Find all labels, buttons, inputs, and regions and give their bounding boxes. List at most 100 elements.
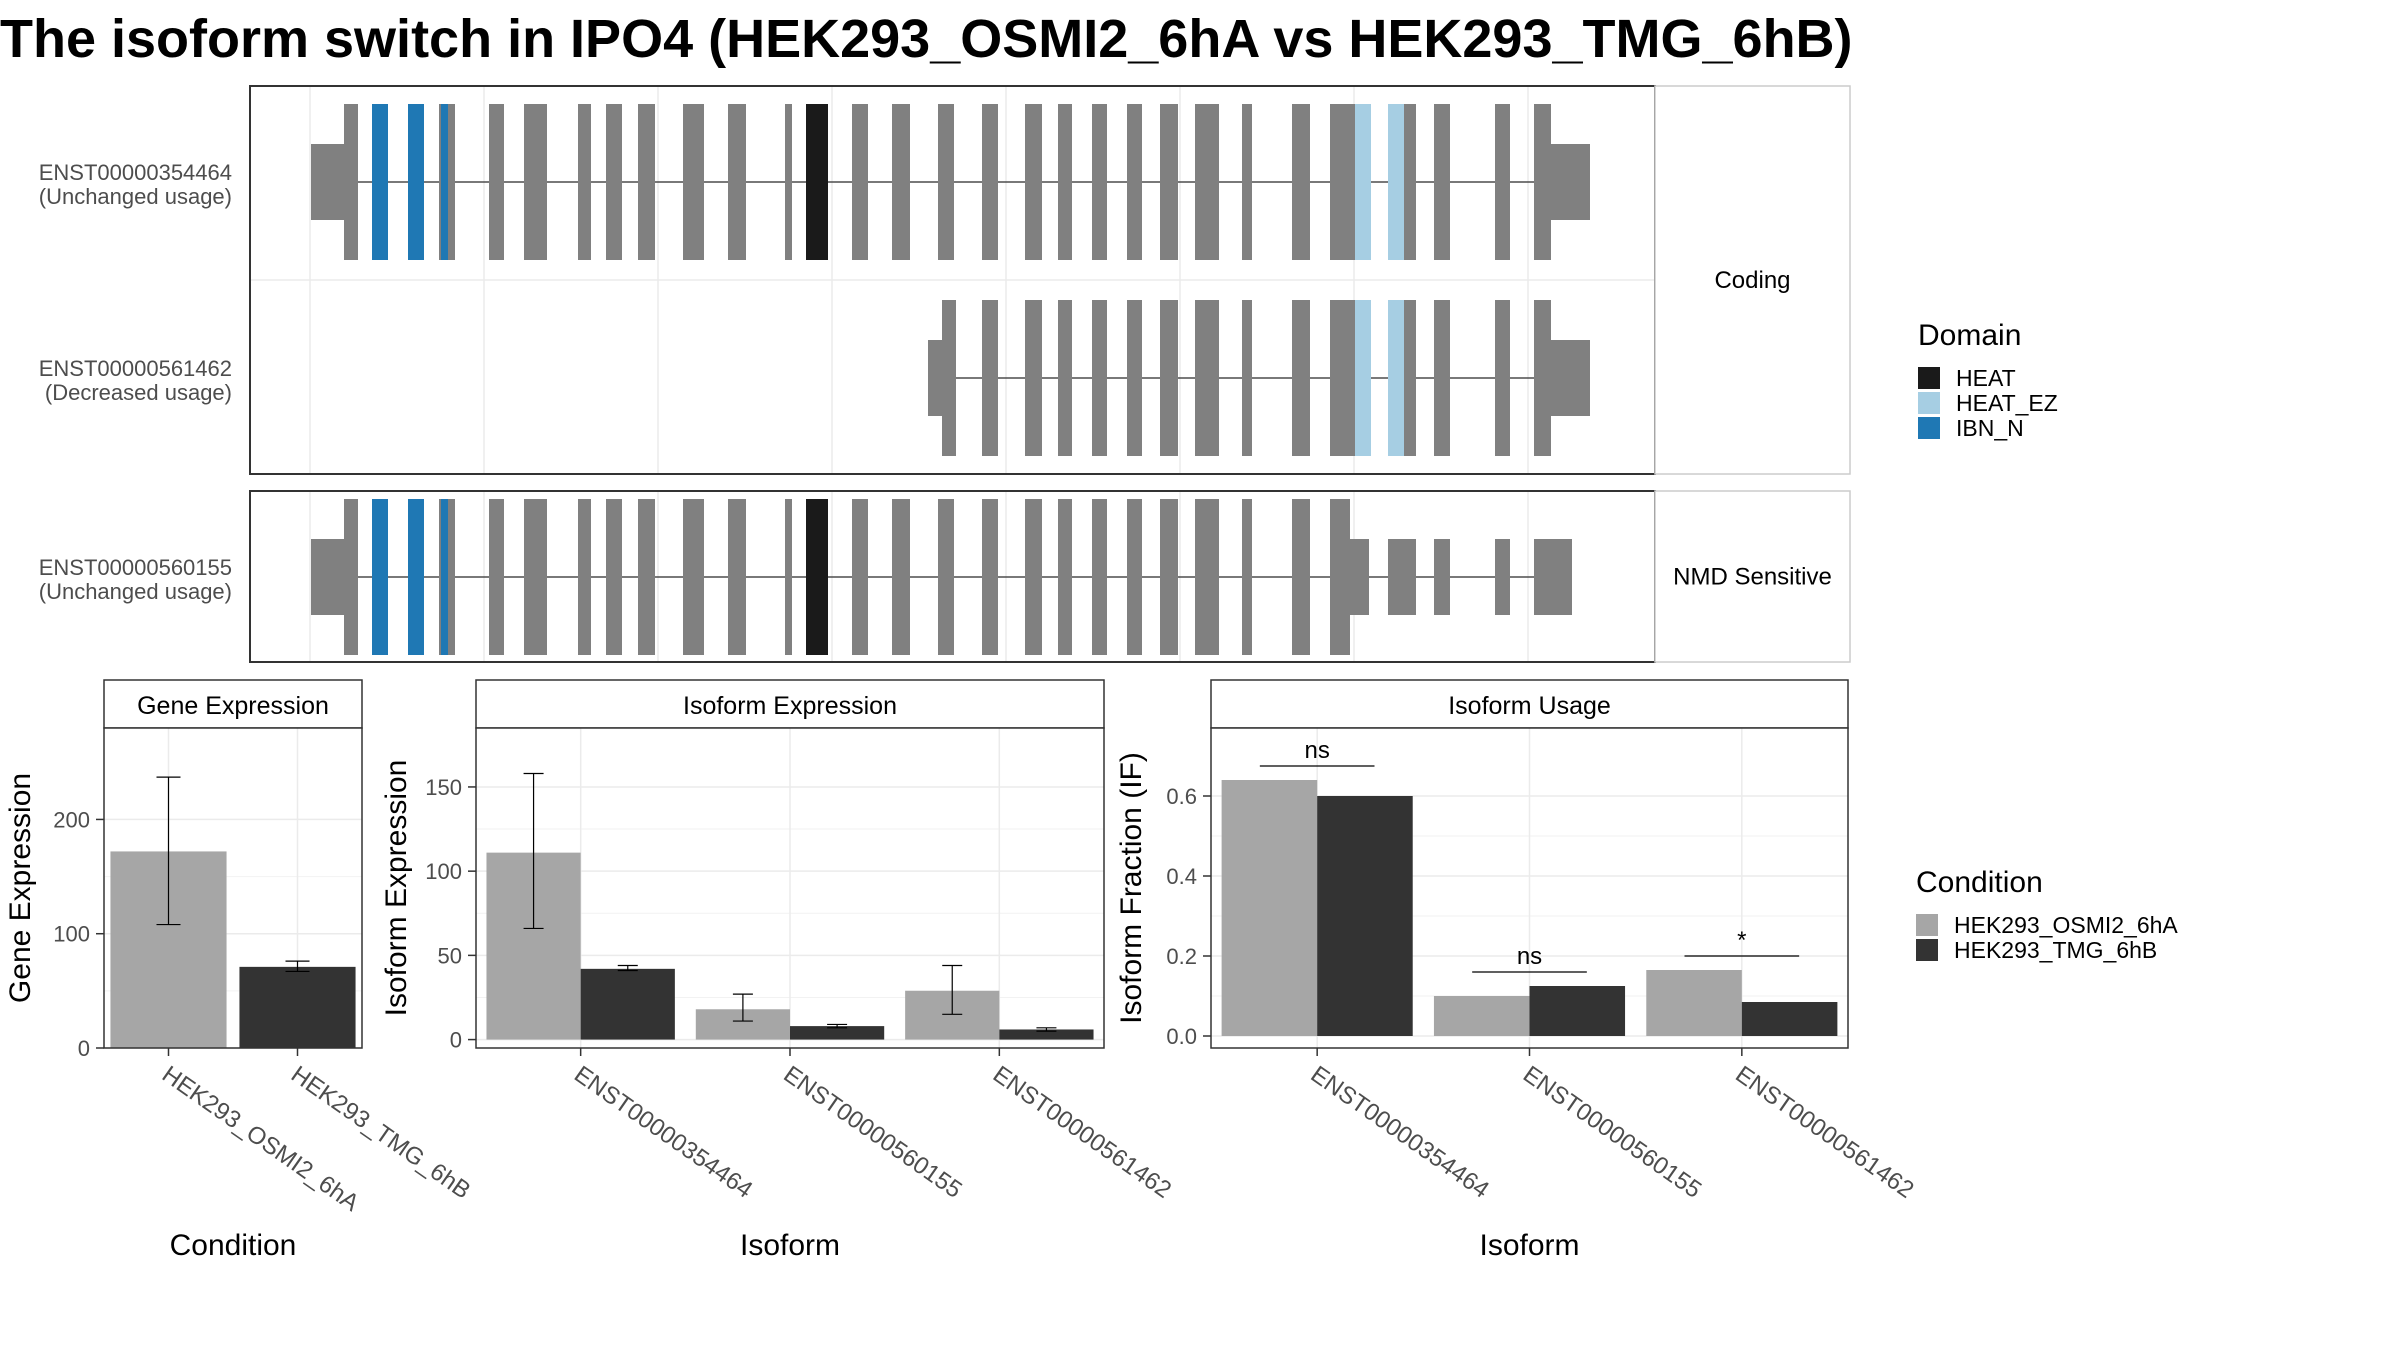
exon <box>1242 499 1252 655</box>
y-tick-label: 0.2 <box>1166 944 1197 969</box>
domain-exon-ibn_n <box>372 104 388 260</box>
bar-panel-border <box>475 727 1105 1049</box>
exon <box>1058 300 1072 456</box>
domain-exon-ibn_n <box>441 499 448 655</box>
exon <box>311 144 346 220</box>
bar <box>1221 780 1318 1036</box>
x-tick-label: ENST00000561462 <box>1730 1061 1918 1204</box>
domain-exon-ibn_n <box>408 499 424 655</box>
transcript-usage-label: (Decreased usage) <box>45 380 232 405</box>
significance-label: ns <box>1517 943 1542 970</box>
exon <box>785 104 792 260</box>
exon <box>928 340 945 416</box>
facet-strip-label: Coding <box>1714 267 1790 294</box>
exon <box>1195 300 1219 456</box>
bar <box>580 968 675 1040</box>
domain-legend-title: Domain <box>1918 319 2021 352</box>
domain-legend-key <box>1918 367 1940 389</box>
exon <box>1058 104 1072 260</box>
y-axis-title: Isoform Fraction (IF) <box>1115 752 1148 1024</box>
exon <box>1242 104 1252 260</box>
bar-panel-title: Isoform Expression <box>683 692 897 720</box>
exon <box>1495 300 1510 456</box>
y-tick-label: 50 <box>438 943 462 968</box>
exon <box>1330 104 1355 260</box>
exon <box>1092 499 1107 655</box>
domain-exon-heat_ez <box>1388 104 1404 260</box>
exon <box>1127 300 1142 456</box>
y-tick-label: 0.6 <box>1166 784 1197 809</box>
domain-exon-heat_ez <box>1388 300 1404 456</box>
y-axis-title: Gene Expression <box>4 773 37 1003</box>
y-tick-label: 100 <box>53 922 90 947</box>
exon <box>1160 300 1178 456</box>
transcript-usage-label: (Unchanged usage) <box>39 184 232 209</box>
exon <box>1025 499 1042 655</box>
transcript-id-label: ENST00000354464 <box>39 160 232 185</box>
domain-exon-heat_ez <box>1355 104 1371 260</box>
y-tick-label: 200 <box>53 807 90 832</box>
exon <box>892 499 910 655</box>
bar <box>1646 970 1742 1036</box>
condition-legend-key <box>1916 939 1938 961</box>
exon <box>524 499 547 655</box>
exon <box>1127 104 1142 260</box>
transcript-usage-label: (Unchanged usage) <box>39 579 232 604</box>
exon <box>1551 144 1590 220</box>
exon <box>606 104 622 260</box>
exon <box>1404 300 1416 456</box>
y-tick-label: 100 <box>425 859 462 884</box>
exon <box>728 499 746 655</box>
exon <box>852 104 868 260</box>
x-axis-title: Condition <box>170 1229 297 1262</box>
exon <box>1160 499 1178 655</box>
exon <box>728 104 746 260</box>
exon <box>1292 300 1310 456</box>
exon <box>344 499 358 655</box>
exon <box>785 499 792 655</box>
domain-exon-heat <box>818 499 828 655</box>
exon <box>1404 104 1416 260</box>
exon <box>1434 300 1450 456</box>
domain-legend-label: HEAT <box>1956 365 2016 391</box>
exon <box>1092 104 1107 260</box>
exon <box>982 104 998 260</box>
exon <box>1388 539 1416 615</box>
exon <box>1292 104 1310 260</box>
exon <box>638 104 655 260</box>
bar-panel-title: Gene Expression <box>137 692 329 720</box>
condition-legend-key <box>1916 914 1938 936</box>
exon <box>1242 300 1252 456</box>
exon <box>1292 499 1310 655</box>
x-tick-label: ENST00000560155 <box>779 1061 967 1204</box>
bar <box>999 1029 1094 1040</box>
domain-legend-key <box>1918 417 1940 439</box>
exon <box>1551 340 1590 416</box>
x-axis-title: Isoform <box>1479 1229 1579 1262</box>
exon <box>578 499 591 655</box>
exon <box>892 104 910 260</box>
y-tick-label: 0.0 <box>1166 1024 1197 1049</box>
x-tick-label: ENST00000560155 <box>1518 1061 1706 1204</box>
bar <box>1529 986 1626 1036</box>
domain-exon-ibn_n <box>441 104 448 260</box>
facet-strip <box>1654 85 1851 475</box>
exon <box>448 499 455 655</box>
exon <box>1025 300 1042 456</box>
exon <box>1127 499 1142 655</box>
condition-legend-label: HEK293_TMG_6hB <box>1954 937 2157 963</box>
exon <box>1495 539 1510 615</box>
exon <box>1092 300 1107 456</box>
exon <box>938 104 954 260</box>
condition-legend-label: HEK293_OSMI2_6hA <box>1954 912 2178 938</box>
exon <box>606 499 622 655</box>
exon <box>524 104 547 260</box>
exon <box>344 104 358 260</box>
exon <box>1195 104 1219 260</box>
exon <box>448 104 455 260</box>
y-tick-label: 0 <box>450 1028 462 1053</box>
bar <box>1433 996 1530 1036</box>
exon <box>1195 499 1219 655</box>
domain-legend-label: IBN_N <box>1956 415 2024 441</box>
